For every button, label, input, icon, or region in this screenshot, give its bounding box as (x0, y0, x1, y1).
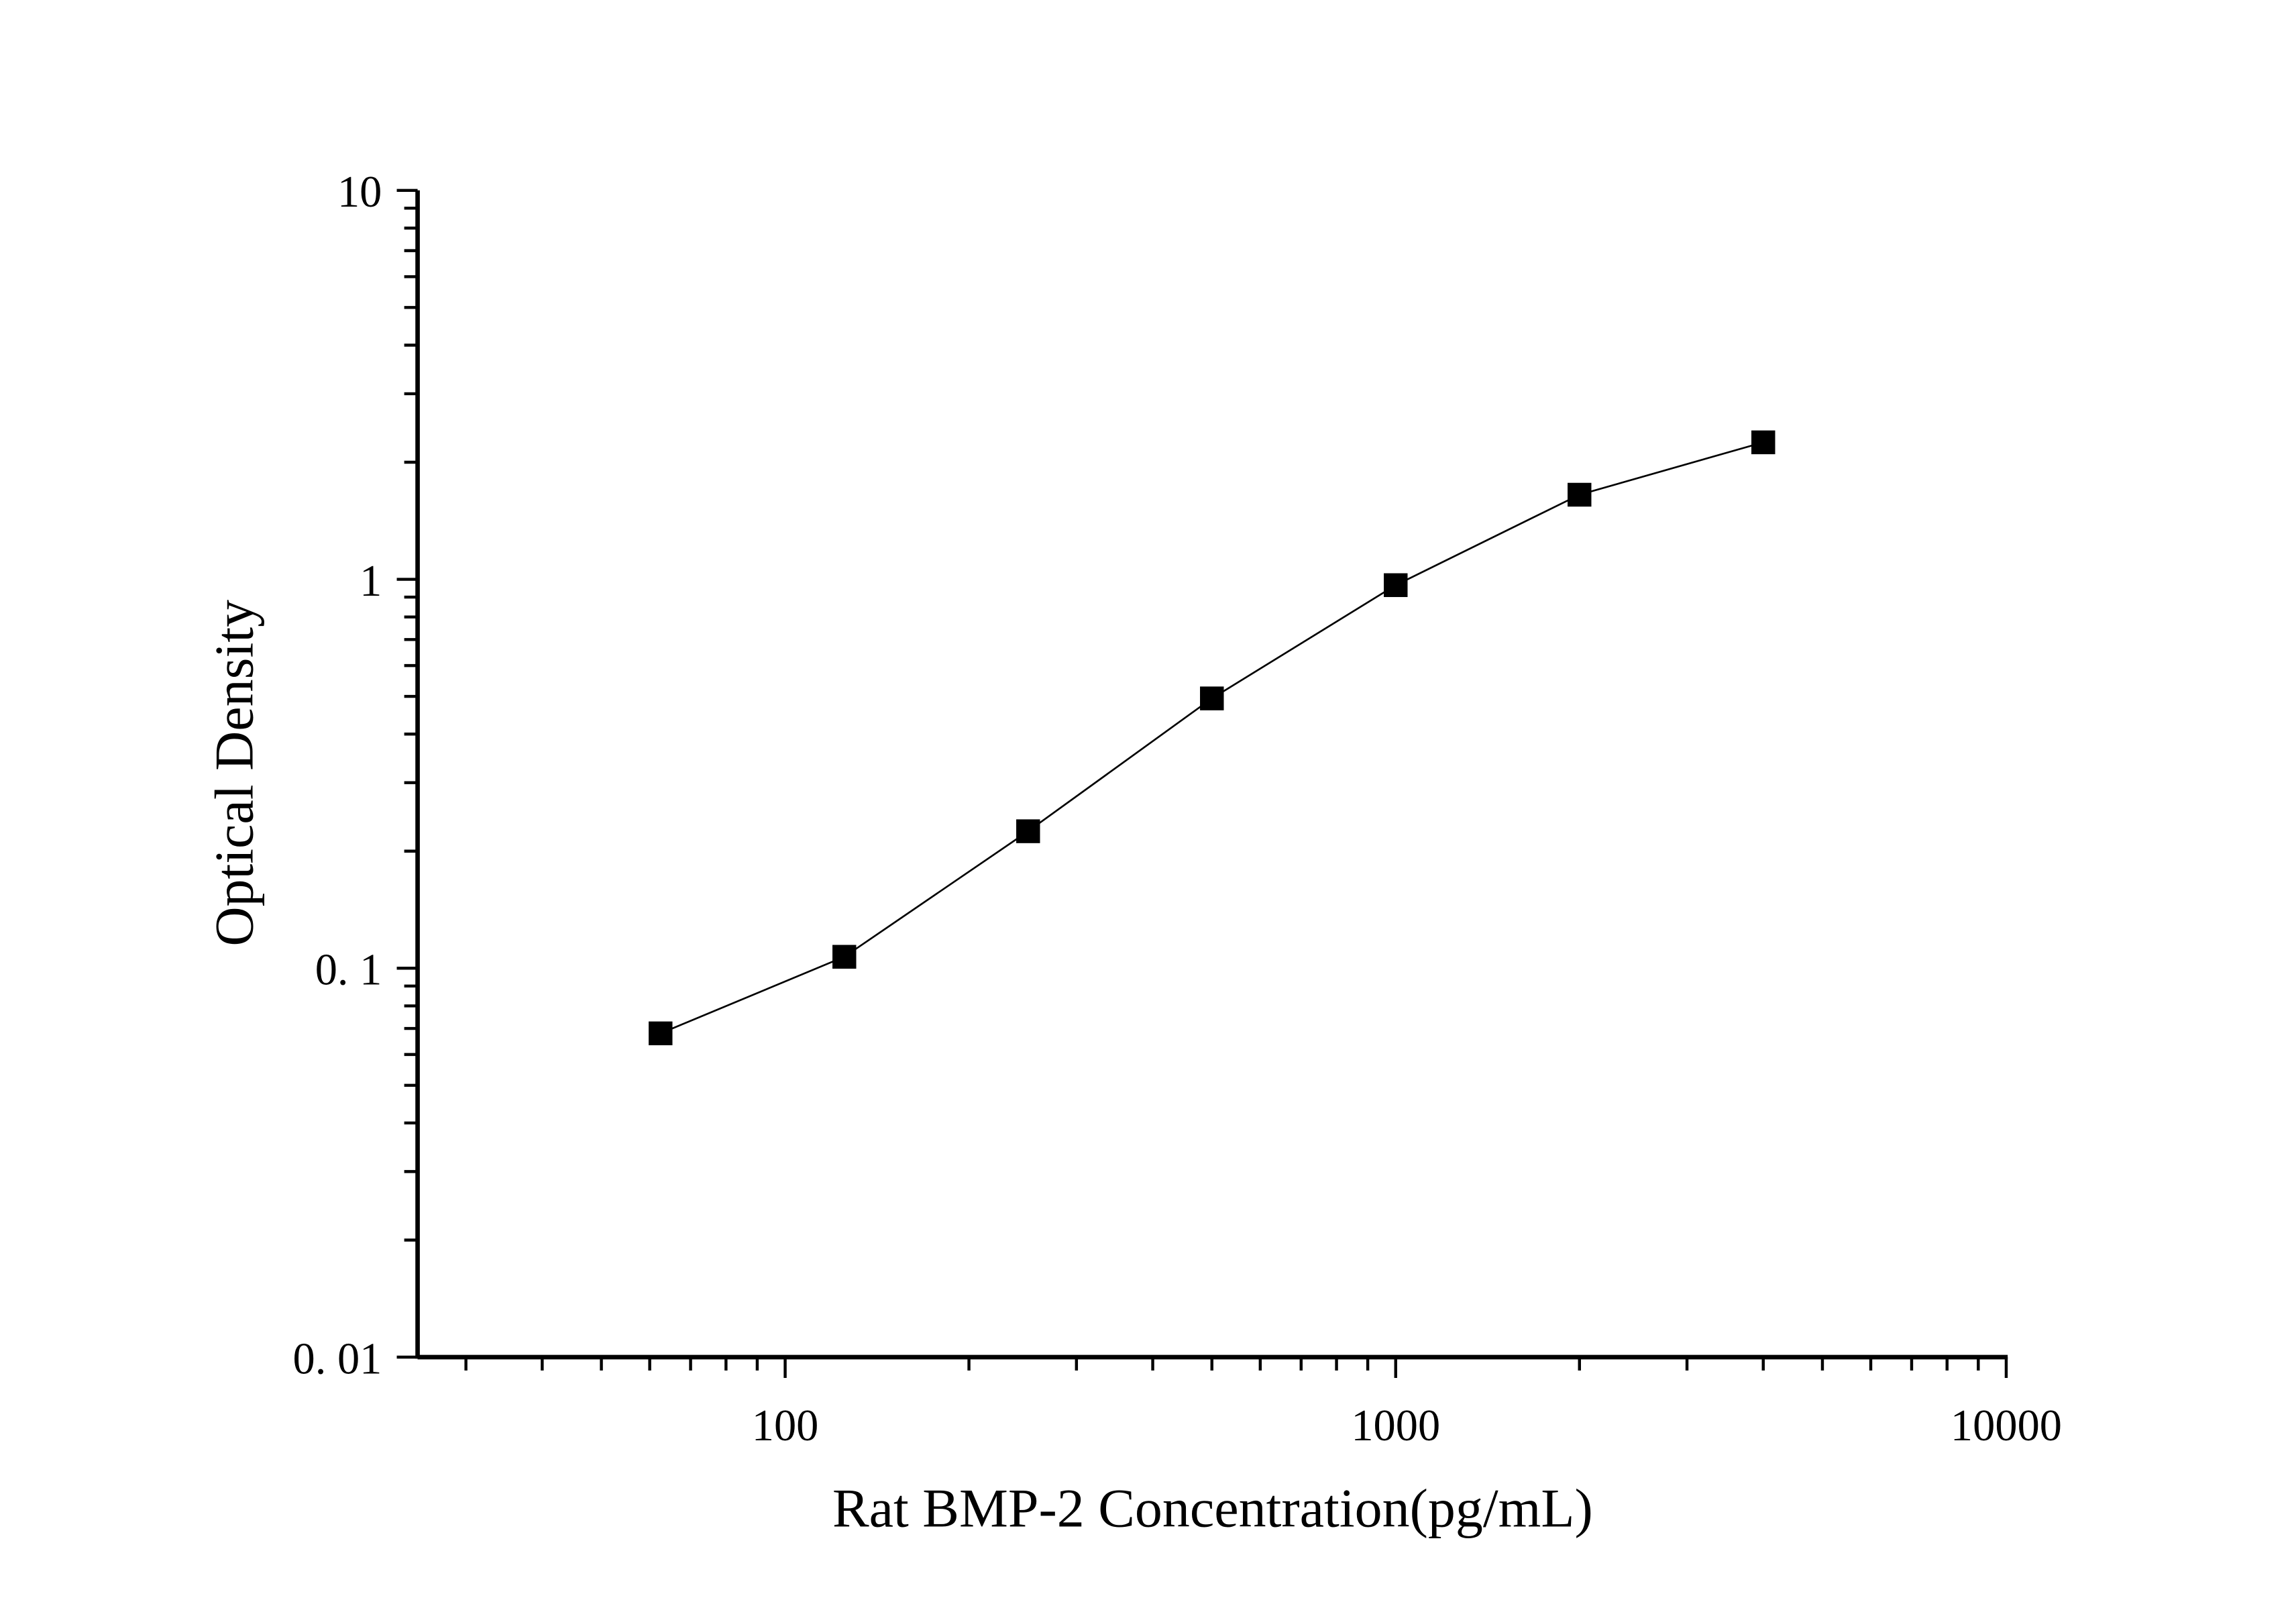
x-axis-label: Rat BMP-2 Concentration(pg/mL) (832, 1478, 1593, 1539)
x-tick-label: 1000 (1351, 1401, 1440, 1450)
y-tick-label: 0. 1 (315, 946, 382, 995)
y-tick-label: 1 (360, 557, 382, 606)
series (649, 430, 1775, 1046)
data-point-marker (832, 945, 857, 969)
data-point-marker (1384, 573, 1408, 597)
data-point-marker (1568, 482, 1592, 507)
data-point-marker (1200, 686, 1224, 710)
x-tick-label: 10000 (1951, 1401, 2062, 1450)
y-axis-label: Optical Density (204, 600, 265, 947)
data-point-marker (1016, 819, 1040, 843)
data-point-marker (1751, 430, 1775, 455)
y-tick-label: 0. 01 (292, 1334, 382, 1383)
data-point-marker (649, 1021, 673, 1046)
y-tick-label: 10 (337, 168, 382, 217)
x-tick-label: 100 (752, 1401, 819, 1450)
axes (415, 190, 2008, 1360)
ticks: 100 1000 10000 0. 01 0. 1 1 10 (292, 168, 2062, 1450)
series-line (660, 441, 1764, 1034)
